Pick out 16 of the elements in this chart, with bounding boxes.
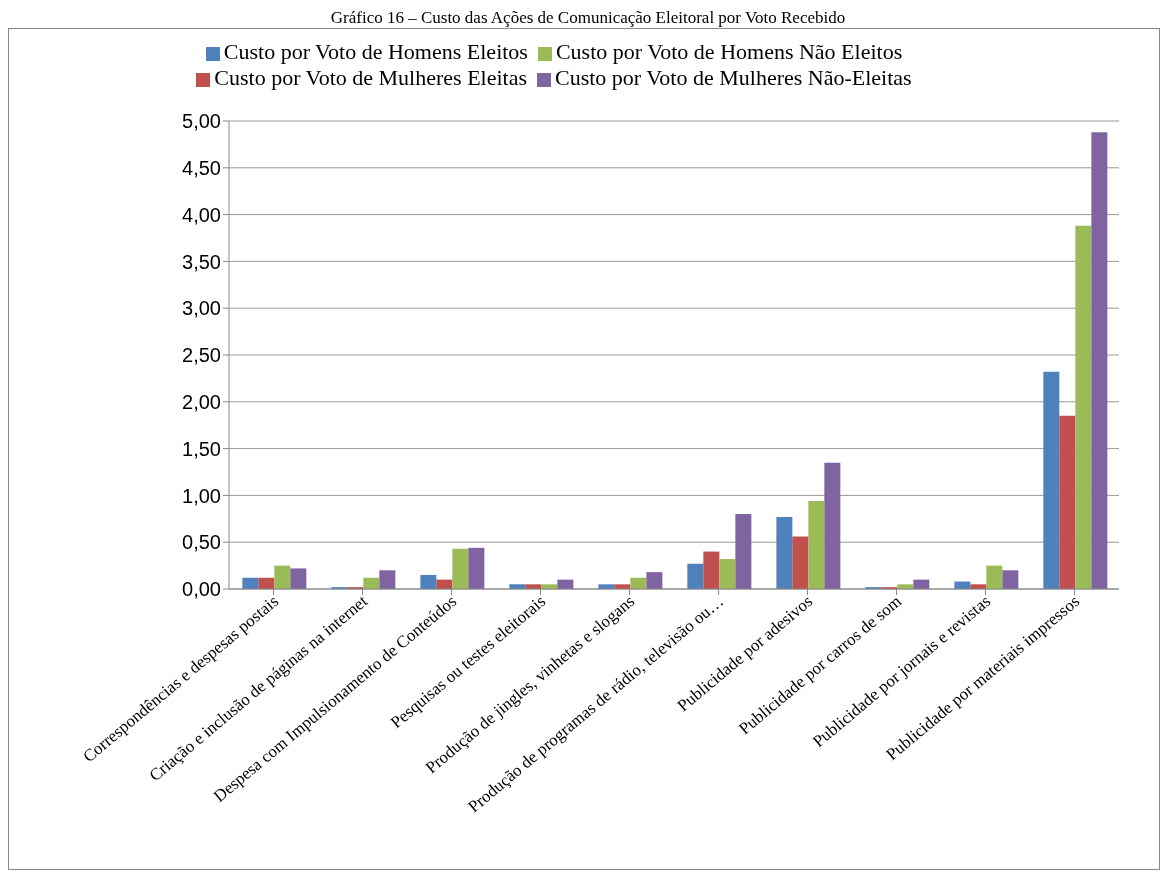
y-tick-label: 1,00 xyxy=(182,484,221,507)
y-tick-label: 4,00 xyxy=(182,203,221,226)
legend-label: Custo por Voto de Homens Não Eleitos xyxy=(555,39,903,64)
y-tick-label: 2,50 xyxy=(182,344,221,367)
y-tick-label: 0,50 xyxy=(182,531,221,554)
y-tick-label: 0,00 xyxy=(182,578,221,601)
y-tick-label: 3,00 xyxy=(182,297,221,320)
y-tick-label: 3,50 xyxy=(182,250,221,273)
legend-label: Custo por Voto de Homens Eleitos xyxy=(223,39,528,64)
y-tick-label: 2,00 xyxy=(182,390,221,413)
y-tick-label: 1,50 xyxy=(182,437,221,460)
y-tick-label: 5,00 xyxy=(182,110,221,133)
y-tick-label: 4,50 xyxy=(182,156,221,179)
chart-title: Gráfico 16 – Custo das Ações de Comunicação Eleitoral por Voto Recebido xyxy=(329,8,847,28)
legend-label: Custo por Voto de Mulheres Eleitas xyxy=(214,65,528,90)
legend-label: Custo por Voto de Mulheres Não-Eleitas xyxy=(555,65,912,90)
